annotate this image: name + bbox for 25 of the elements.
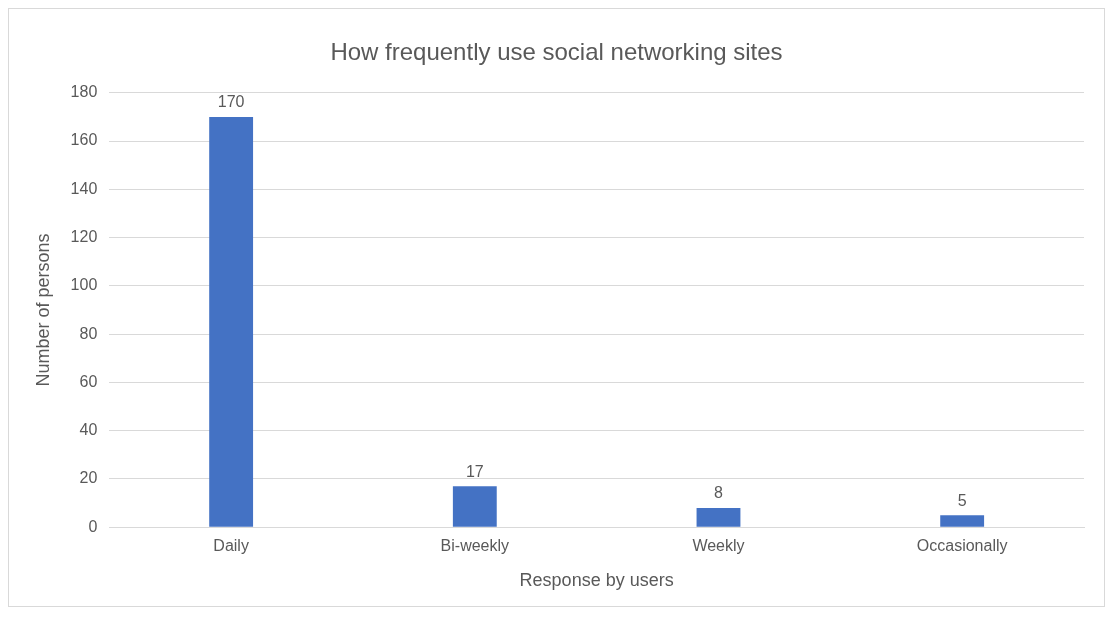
x-axis-title: Response by users [519,570,674,591]
y-tick-label: 140 [70,179,98,197]
data-label: 170 [217,93,245,111]
y-tick-label: 100 [70,276,98,294]
x-tick-label: Bi-weekly [440,537,510,555]
chart-title: How frequently use social networking sites [330,38,783,66]
y-tick-label: 0 [88,517,98,535]
y-tick-label: 40 [79,421,98,439]
bar [209,116,254,527]
x-tick-label: Weekly [692,537,745,555]
data-label: 5 [957,491,967,509]
x-tick-label: Occasionally [916,537,1008,555]
y-tick-label: 20 [79,469,98,487]
y-axis-title: Number of persons [32,233,53,387]
data-label: 8 [714,484,724,502]
y-tick-label: 60 [79,372,98,390]
bar [696,507,741,527]
y-tick-label: 180 [70,83,98,101]
y-tick-label: 160 [70,131,98,149]
bar [452,486,497,527]
y-tick-label: 120 [70,228,98,246]
data-label: 17 [465,462,484,480]
bar [940,515,985,527]
y-tick-label: 80 [79,324,98,342]
x-tick-label: Daily [213,537,249,555]
